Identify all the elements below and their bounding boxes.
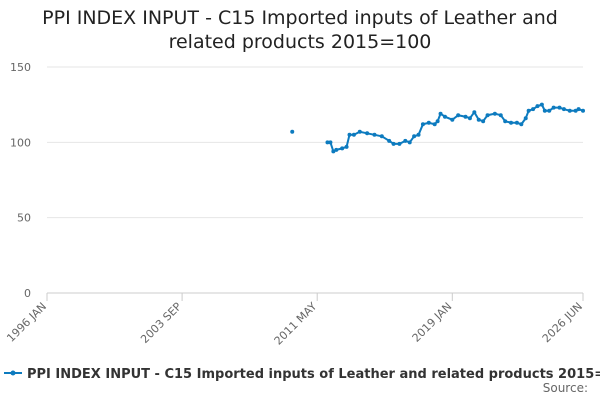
data-point [467,116,472,121]
data-point [344,144,349,149]
data-point [503,119,508,124]
data-point [426,120,431,125]
data-point [290,129,295,134]
data-point [481,119,486,124]
data-point [328,140,333,145]
data-point [509,120,514,125]
chart-title: PPI INDEX INPUT - C15 Imported inputs of… [42,7,558,53]
data-point [542,108,547,113]
data-point [576,107,581,112]
data-point [492,111,497,116]
data-point [331,149,336,154]
data-point [547,108,552,113]
data-point [531,107,536,112]
x-tick-label: 2019 JAN [410,300,455,345]
y-tick-label: 0 [24,287,31,300]
data-point [391,141,396,146]
data-point [498,113,503,118]
data-point [519,122,524,127]
data-point [567,108,572,113]
data-point [438,111,443,116]
data-point [557,105,562,110]
y-tick-label: 150 [10,61,31,74]
data-point [334,147,339,152]
data-point [432,122,437,127]
data-point [357,129,362,134]
data-point [435,119,440,124]
data-point [514,120,519,125]
data-point [387,138,392,143]
data-point [340,146,345,151]
data-point [535,104,540,109]
data-point [416,132,421,137]
data-point [551,105,556,110]
data-point [403,138,408,143]
data-point [347,132,352,137]
data-point [539,102,544,107]
data-point [456,113,461,118]
source-label: Source: [543,381,588,395]
data-point [526,108,531,113]
y-tick-label: 100 [10,136,31,149]
data-point [472,110,477,115]
x-tick-label: 2003 SEP [138,300,184,346]
data-point [412,134,417,139]
data-point [407,140,412,145]
data-point [420,122,425,127]
data-point [397,141,402,146]
data-point [365,131,370,136]
x-tick-label: 1996 JAN [4,300,49,345]
data-point [442,114,447,119]
data-point [573,108,578,113]
data-point [561,107,566,112]
x-tick-label: 2026 JUN [540,300,585,345]
legend-label: PPI INDEX INPUT - C15 Imported inputs of… [27,367,600,382]
data-point [450,117,455,122]
data-point [351,132,356,137]
data-point [325,140,330,145]
data-point [523,116,528,121]
data-point [379,134,384,139]
data-point [476,117,481,122]
data-point [372,132,377,137]
x-tick-label: 2011 MAY [272,300,320,348]
data-point [485,113,490,118]
data-point [463,114,468,119]
y-tick-label: 50 [17,212,31,225]
data-point [581,108,585,113]
legend-marker [10,370,16,376]
